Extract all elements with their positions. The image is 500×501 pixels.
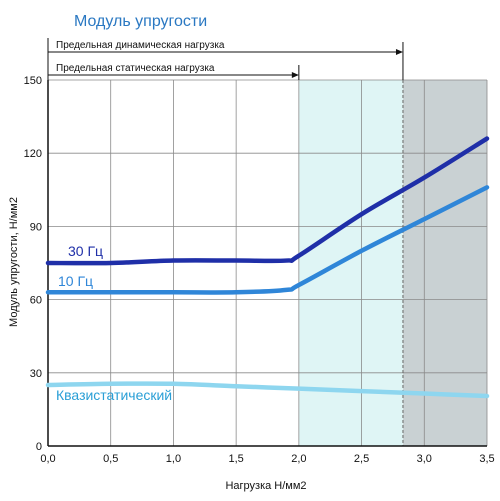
series-labels: 30 Гц 10 Гц Квазистатический	[56, 243, 172, 403]
series-label-2: 10 Гц	[58, 273, 93, 289]
series-line-2	[45, 185, 490, 295]
series-label-1: 30 Гц	[68, 243, 103, 259]
y-axis-label: Модуль упругости, Н/мм2	[8, 197, 20, 327]
regions	[298, 80, 487, 446]
x-tick-label: 3,0	[417, 453, 432, 465]
x-tick-label: 0,0	[40, 453, 55, 465]
series-label-3: Квазистатический	[56, 387, 172, 403]
arrow-head-icon	[395, 49, 403, 55]
y-tick-label: 90	[30, 221, 42, 233]
chart-title: Модуль упругости	[74, 13, 207, 30]
x-tick-label: 0,5	[103, 453, 118, 465]
annotations: Предельная динамическая нагрузка Предельн…	[47, 38, 404, 80]
y-tick-label: 60	[30, 295, 42, 307]
tick-labels: 0,0 0,5 1,0 1,5 2,0 2,5 3,0 3,5 0 30 60 90 120 150	[24, 75, 495, 465]
y-tick-label: 30	[30, 368, 42, 380]
annotation-label: Предельная статическая нагрузка	[56, 63, 215, 74]
y-tick-label: 120	[24, 148, 42, 160]
series-line-3	[45, 381, 490, 399]
y-tick-label: 150	[24, 75, 42, 87]
annotation-label: Предельная динамическая нагрузка	[56, 40, 225, 51]
y-tick-label: 0	[36, 441, 42, 453]
x-tick-label: 1,0	[166, 453, 181, 465]
shaded-region-2	[402, 80, 487, 446]
shaded-region-1	[298, 80, 403, 446]
x-tick-label: 2,5	[354, 453, 369, 465]
x-axis-label: Нагрузка Н/мм2	[225, 480, 306, 492]
x-tick-label: 2,0	[291, 453, 306, 465]
x-tick-label: 1,5	[228, 453, 243, 465]
series-lines	[45, 136, 490, 399]
arrow-head-icon	[291, 72, 299, 78]
series-line-1	[45, 136, 490, 266]
x-tick-label: 3,5	[479, 453, 494, 465]
